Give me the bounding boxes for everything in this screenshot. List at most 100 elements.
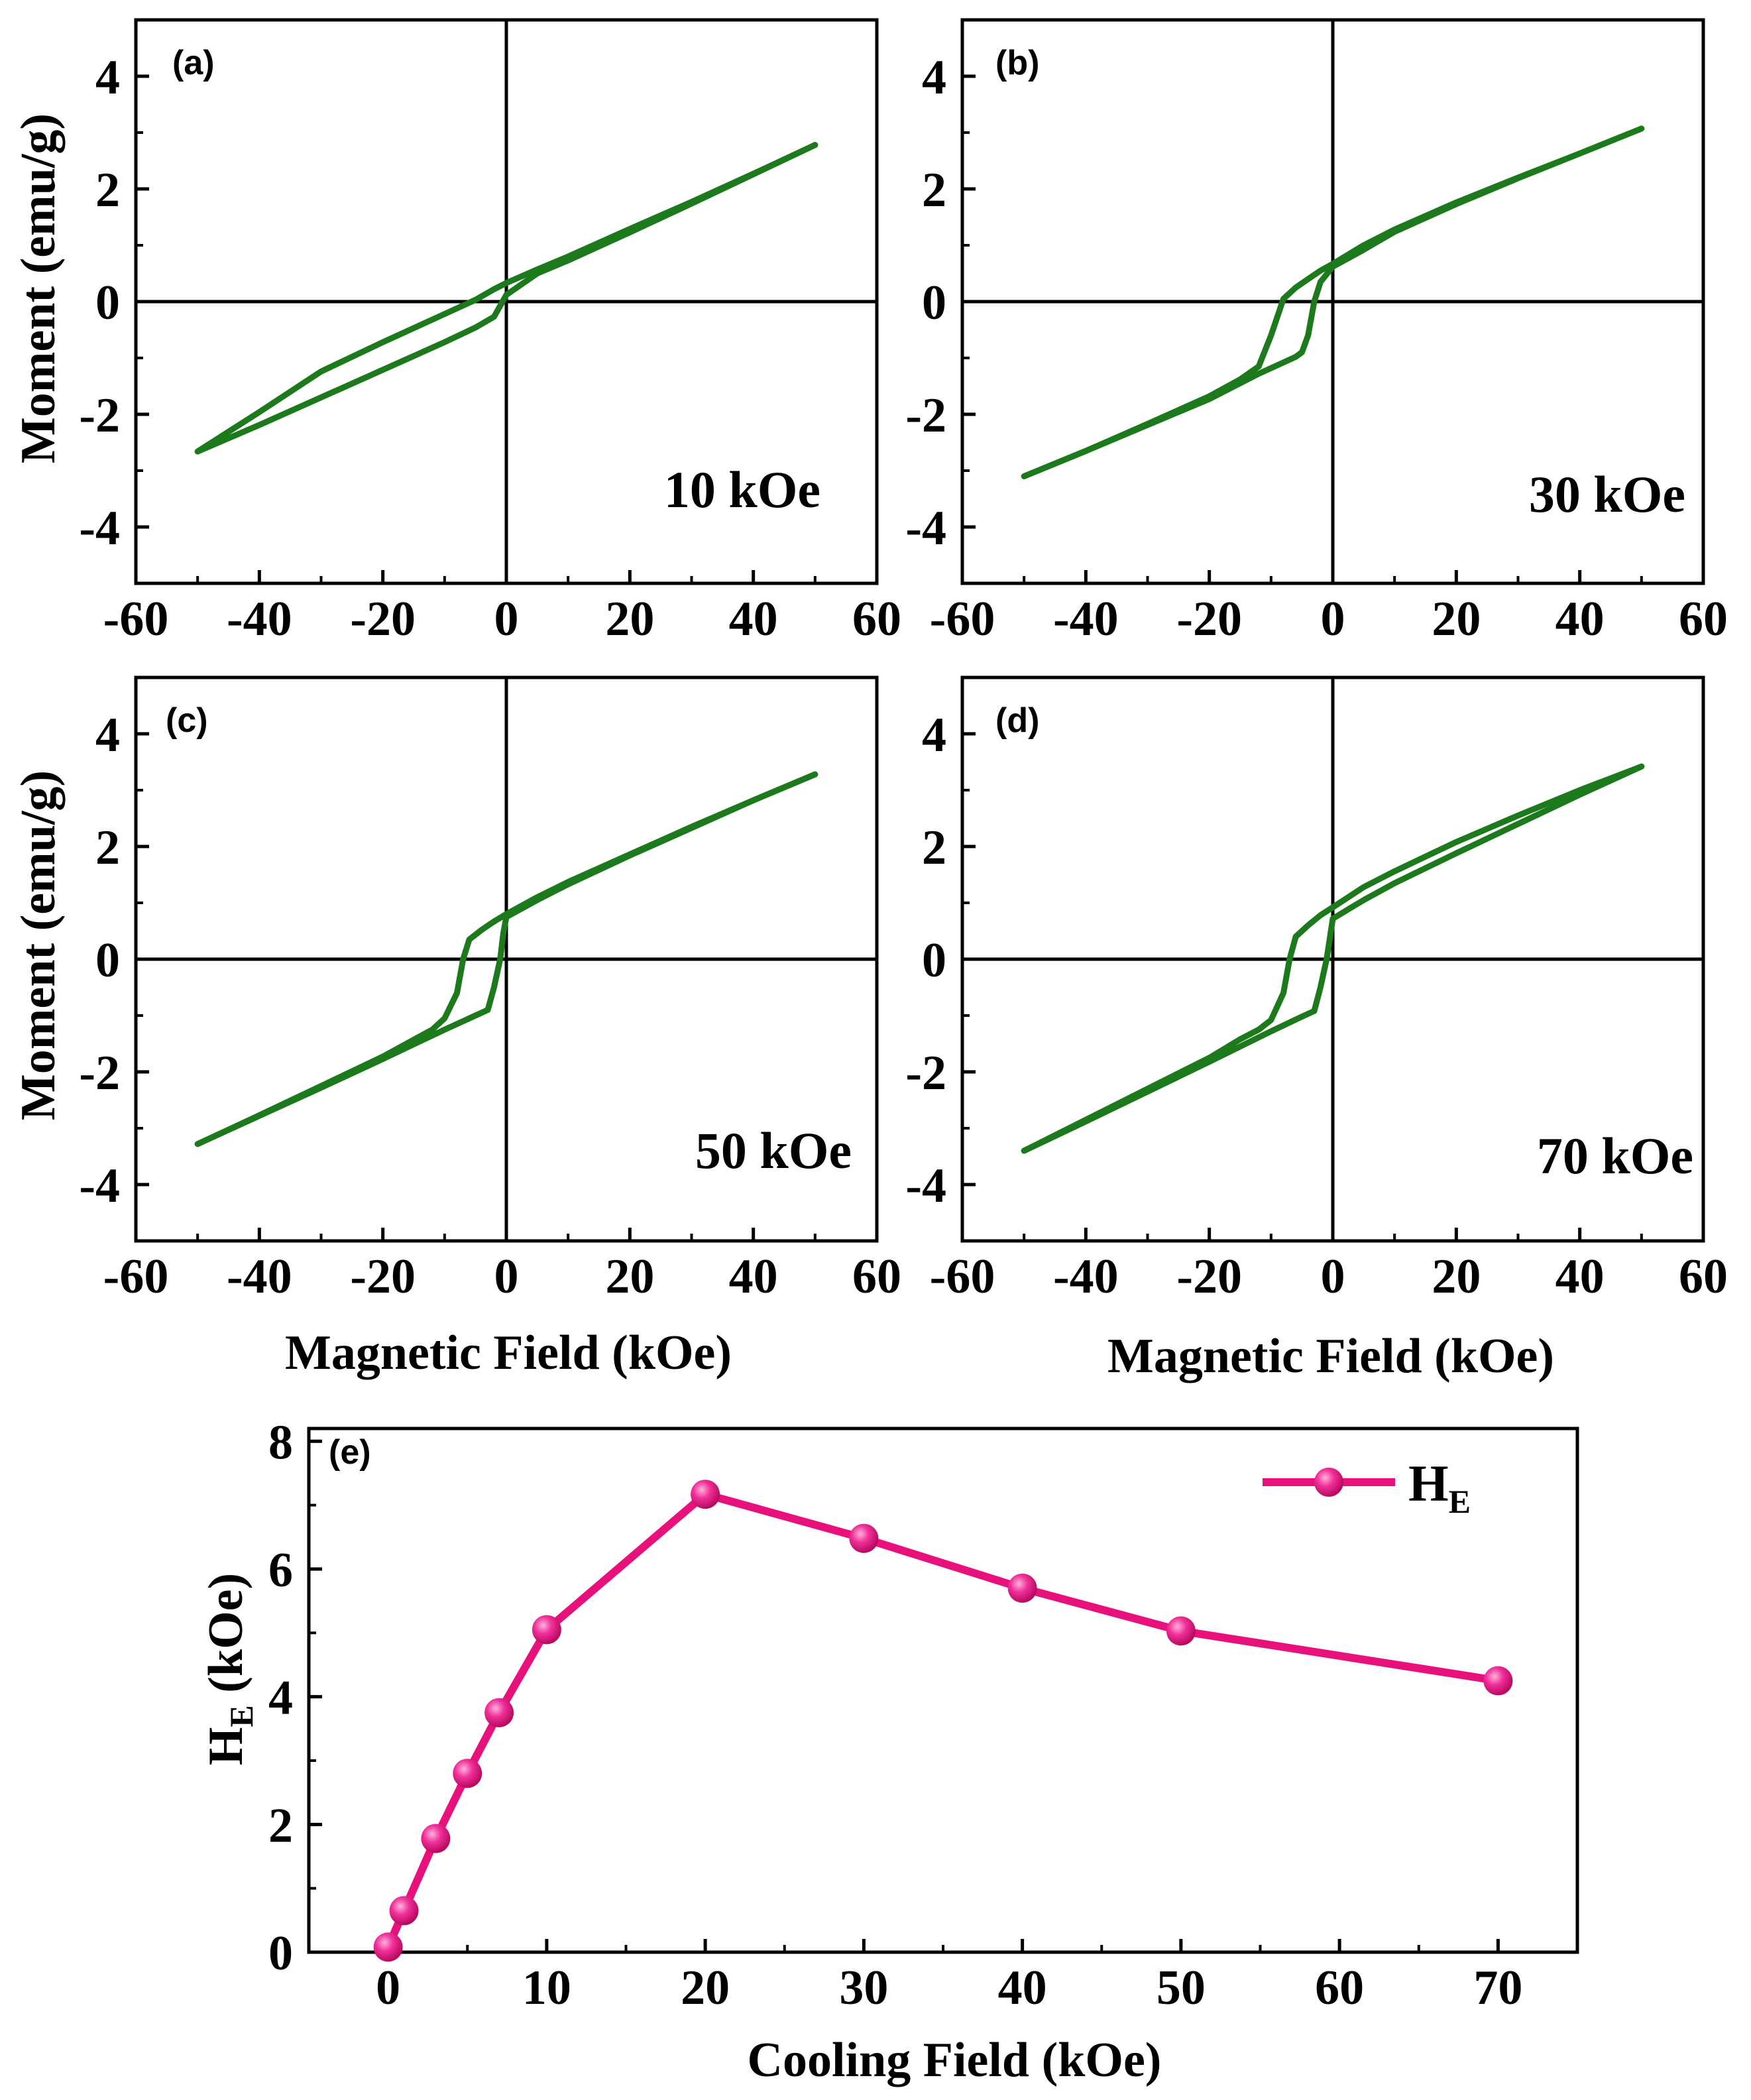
x-tick-label: 40 <box>1555 592 1605 646</box>
x-tick-label: -20 <box>350 1250 416 1304</box>
x-tick-label: -60 <box>103 592 169 646</box>
ylabel-he-sub: E <box>223 1705 260 1727</box>
x-tick-label: -60 <box>930 1250 995 1304</box>
x-tick-label: -40 <box>227 592 292 646</box>
y-tick-label: 4 <box>922 708 946 762</box>
x-tick-label: 70 <box>1473 1961 1522 2015</box>
x-tick-label: -20 <box>1176 592 1242 646</box>
x-tick-label: 10 <box>522 1961 571 2015</box>
x-tick-label: 60 <box>852 1250 901 1304</box>
xlabel-field-c: Magnetic Field (kOe) <box>285 1326 732 1380</box>
y-tick-label: 6 <box>268 1543 293 1598</box>
hysteresis-ascending <box>1021 125 1645 479</box>
x-tick-label: 60 <box>852 592 901 646</box>
he-point <box>453 1759 482 1788</box>
hysteresis-ascending <box>194 142 819 455</box>
x-tick-label: -60 <box>103 1250 169 1304</box>
he-point <box>421 1824 451 1853</box>
y-tick-label: -2 <box>79 388 120 443</box>
he-point <box>849 1523 879 1553</box>
he-point <box>691 1480 720 1509</box>
xlabel-cooling-field: Cooling Field (kOe) <box>748 2033 1162 2087</box>
hysteresis-ascending <box>1021 763 1645 1154</box>
ylabel-he-unit: (kOe) <box>199 1573 253 1705</box>
panel-label-a: (a) <box>172 44 215 82</box>
y-tick-label: -4 <box>79 1159 120 1213</box>
x-tick-label: 20 <box>1432 592 1481 646</box>
x-tick-label: 0 <box>494 1250 519 1304</box>
y-tick-label: -4 <box>905 501 946 555</box>
legend-label: HE <box>1408 1454 1471 1520</box>
x-tick-label: 40 <box>998 1961 1047 2015</box>
x-tick-label: 0 <box>1321 592 1345 646</box>
ylabel-moment-c: Moment (emu/g) <box>11 770 66 1120</box>
he-point <box>484 1698 514 1727</box>
y-tick-label: 2 <box>922 163 946 217</box>
x-tick-label: 60 <box>1679 592 1728 646</box>
x-tick-label: 20 <box>605 592 654 646</box>
x-tick-label: 40 <box>1555 1250 1605 1304</box>
x-tick-label: 60 <box>1679 1250 1728 1304</box>
x-tick-label: -40 <box>227 1250 292 1304</box>
y-tick-label: 4 <box>95 708 120 762</box>
y-tick-label: 2 <box>95 163 120 217</box>
xlabel-field-d: Magnetic Field (kOe) <box>1107 1329 1554 1383</box>
plot-area-4: 0 10 20 30 40 50 60 70 0 2 4 6 8 <box>268 1415 1579 2015</box>
x-tick-label: 20 <box>605 1250 654 1304</box>
legend-marker <box>1314 1468 1343 1497</box>
panel-label-c: (c) <box>166 701 208 740</box>
panel-label-e: (e) <box>329 1433 371 1472</box>
x-tick-label: -40 <box>1053 1250 1119 1304</box>
he-point <box>373 1932 403 1962</box>
plot-frame <box>307 1427 1579 1954</box>
x-tick-label: -20 <box>350 592 416 646</box>
y-tick-label: 0 <box>922 933 946 988</box>
x-tick-label: 0 <box>376 1961 400 2015</box>
y-tick-label: 8 <box>268 1415 293 1470</box>
y-tick-label: 2 <box>95 821 120 875</box>
y-tick-label: 0 <box>95 933 120 988</box>
y-tick-label: 0 <box>268 1926 293 1981</box>
x-tick-label: 50 <box>1157 1961 1206 2015</box>
y-tick-label: -2 <box>79 1046 120 1100</box>
x-tick-label: 40 <box>729 592 778 646</box>
annotation-50koe: 50 kOe <box>695 1122 852 1179</box>
y-tick-label: 0 <box>922 276 946 330</box>
x-tick-label: 40 <box>729 1250 778 1304</box>
y-tick-label: -4 <box>79 501 120 555</box>
y-tick-label: -2 <box>905 388 946 443</box>
x-tick-label: -20 <box>1176 1250 1242 1304</box>
x-tick-label: 20 <box>681 1961 730 2015</box>
y-tick-label: 2 <box>268 1798 293 1853</box>
x-tick-label: 30 <box>839 1961 888 2015</box>
y-tick-label: -2 <box>905 1046 946 1100</box>
y-tick-label: 4 <box>268 1671 293 1725</box>
y-tick-label: 4 <box>95 50 120 105</box>
x-tick-label: 0 <box>1321 1250 1345 1304</box>
ylabel-he-main: H <box>199 1727 253 1766</box>
hysteresis-descending <box>1021 763 1645 1154</box>
x-tick-label: -60 <box>930 592 995 646</box>
y-tick-label: -4 <box>905 1159 946 1213</box>
he-point <box>1166 1616 1196 1646</box>
x-tick-label: -40 <box>1053 592 1119 646</box>
legend: HE <box>1263 1454 1471 1520</box>
he-point <box>1483 1666 1513 1696</box>
y-tick-label: 2 <box>922 821 946 875</box>
y-tick-label: 4 <box>922 50 946 105</box>
x-tick-label: 0 <box>494 592 519 646</box>
he-series-line <box>384 1490 1499 1949</box>
he-point <box>532 1615 561 1645</box>
annotation-30koe: 30 kOe <box>1529 465 1685 523</box>
ylabel-he: HE (kOe) <box>199 1573 260 1765</box>
legend-label-main: H <box>1408 1454 1449 1512</box>
annotation-10koe: 10 kOe <box>664 461 820 518</box>
hysteresis-ascending <box>194 771 819 1147</box>
